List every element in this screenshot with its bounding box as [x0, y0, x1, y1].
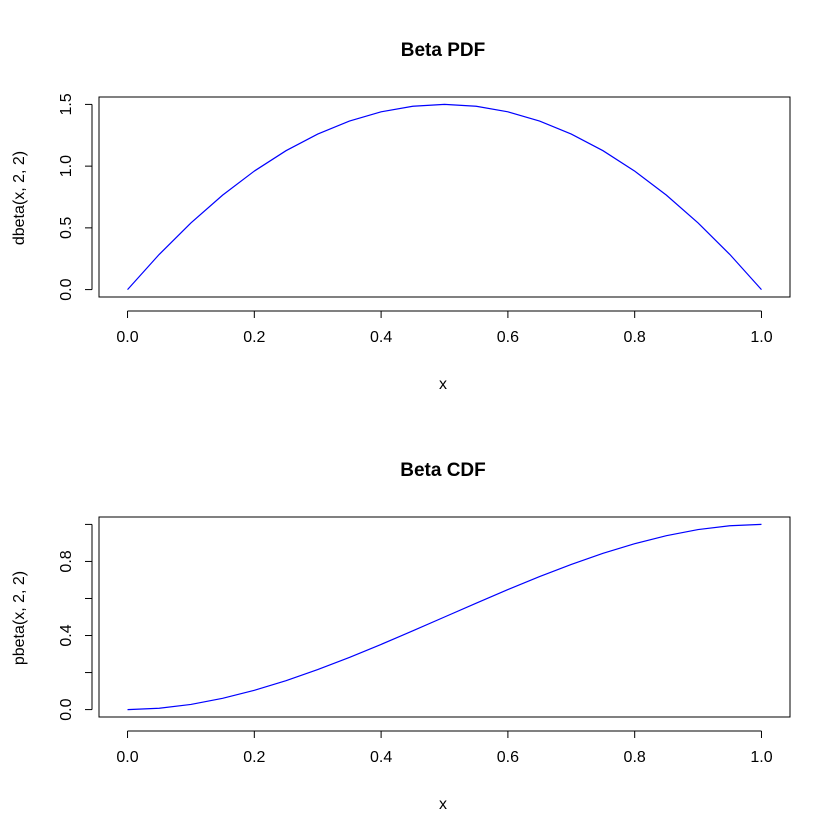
y-tick-label: 1.5 [58, 93, 75, 115]
y-tick-label: 0.0 [58, 698, 75, 720]
plot-frame [98, 516, 791, 718]
beta-pdf-panel: Beta PDF 0.0 0.2 0.4 0.6 0.8 1.0 0.0 0.5 1.0 1.5… [11, 40, 791, 393]
chart-title: Beta CDF [400, 460, 486, 481]
x-axis-label: x [439, 376, 447, 393]
plot-frame [98, 96, 791, 298]
y-tick-label: 0.0 [58, 278, 75, 300]
y-tick-label: 1.0 [58, 155, 75, 177]
curve-layer [127, 103, 762, 290]
y-axis-label: dbeta(x, 2, 2) [11, 151, 28, 245]
y-tick-label: 0.4 [58, 624, 75, 646]
x-tick-label: 0.0 [116, 329, 138, 346]
x-tick-label: 0.2 [243, 329, 265, 346]
x-tick-label: 0.4 [370, 329, 392, 346]
x-tick-label: 0.4 [370, 749, 392, 766]
y-tick-label: 0.5 [58, 217, 75, 239]
x-tick-label: 0.2 [243, 749, 265, 766]
x-tick-label: 0.6 [497, 749, 519, 766]
y-axis: 0.0 0.4 0.8 [58, 523, 93, 721]
x-tick-label: 0.6 [497, 329, 519, 346]
beta-cdf-panel: Beta CDF 0.0 0.2 0.4 0.6 0.8 1.0 0.00.40.8 x … [11, 460, 791, 813]
y-axis: 0.0 0.5 1.0 1.5 [58, 93, 93, 301]
series-line-0 [127, 103, 762, 290]
x-tick-label: 0.8 [624, 749, 646, 766]
x-axis: 0.0 0.2 0.4 0.6 0.8 1.0 [116, 310, 773, 346]
x-tick-label: 0.0 [116, 749, 138, 766]
x-tick-label: 1.0 [750, 329, 772, 346]
series-line-0 [127, 523, 762, 711]
x-axis: 0.0 0.2 0.4 0.6 0.8 1.0 [116, 730, 773, 766]
y-tick-label: 0.8 [58, 550, 75, 572]
chart-title: Beta PDF [401, 40, 485, 61]
x-tick-label: 1.0 [750, 749, 772, 766]
curve-layer [127, 523, 762, 711]
y-axis-label: pbeta(x, 2, 2) [11, 571, 28, 665]
x-tick-label: 0.8 [624, 329, 646, 346]
x-axis-label: x [439, 796, 447, 813]
